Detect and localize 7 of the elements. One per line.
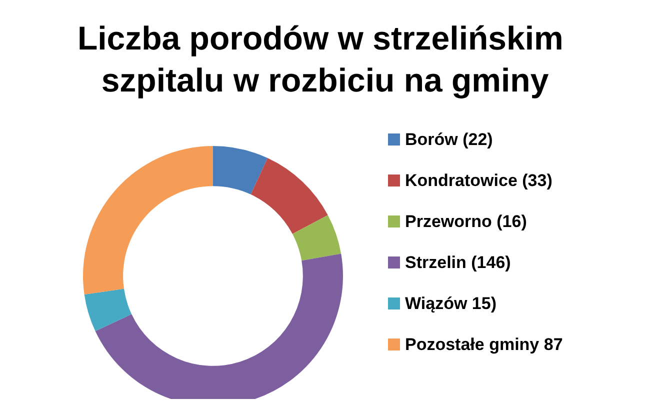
- legend-label: Pozostałe gminy 87: [405, 335, 563, 354]
- legend-label: Wiązów 15): [405, 294, 496, 313]
- legend-label: Przeworno (16): [405, 212, 527, 231]
- legend-label: Borów (22): [405, 130, 493, 149]
- legend-label: Strzelin (146): [405, 253, 511, 272]
- legend-label: Kondratowice (33): [405, 171, 552, 190]
- chart-title: Liczba porodów w strzelińskim szpitalu w rozbiciu na gminy: [77, 20, 573, 98]
